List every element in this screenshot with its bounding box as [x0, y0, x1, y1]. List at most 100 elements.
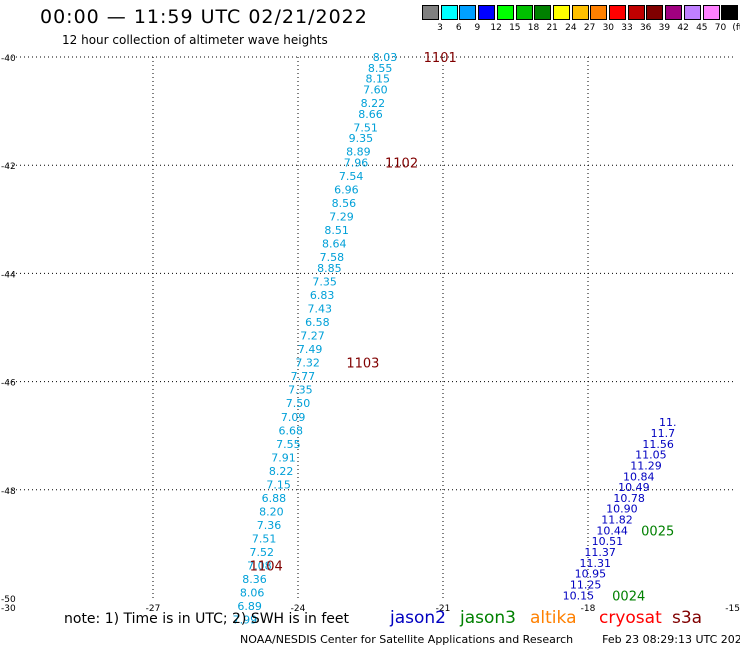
scale-label: 45	[696, 23, 708, 33]
swh-value: 8.89	[346, 146, 371, 159]
lat-label: -42	[1, 162, 16, 172]
scale-swatch	[552, 5, 570, 20]
scale-swatch	[534, 5, 552, 20]
scale-swatch	[440, 5, 458, 20]
footer-credit: NOAA/NESDIS Center for Satellite Applica…	[240, 633, 574, 646]
swh-value: 7.91	[271, 451, 296, 464]
swh-value: 8.51	[324, 224, 349, 237]
swh-value: 7.08	[247, 560, 272, 573]
note-text: note: 1) Time is in UTC; 2) SWH is in fe…	[64, 611, 350, 627]
swh-value: 7.51	[353, 121, 378, 134]
swh-value: 8.03	[373, 51, 398, 64]
swh-value: 7.36	[257, 519, 282, 532]
swh-value: 8.36	[242, 573, 267, 586]
swh-value: 8.22	[269, 465, 294, 478]
swh-value: 10.84	[623, 470, 655, 483]
pass-label: 1104	[250, 560, 283, 575]
lon-label: -21	[436, 604, 451, 614]
swh-value: 8.20	[259, 505, 284, 518]
scale-label: 70	[714, 23, 727, 33]
pass-label: 1103	[346, 357, 379, 372]
swh-value: 11.56	[642, 438, 674, 451]
swh-value: 7.58	[320, 251, 345, 264]
scale-swatch	[590, 5, 608, 20]
scale-label: 15	[509, 23, 521, 33]
swh-value: 11.05	[635, 449, 667, 462]
scale-swatch	[422, 5, 439, 20]
swh-value: 7.15	[266, 478, 291, 491]
lat-label: -48	[1, 487, 16, 497]
swh-value: 7.43	[308, 303, 333, 316]
swh-value: 7.49	[298, 343, 323, 356]
swh-value: 7.50	[286, 397, 311, 410]
legend-jason2: jason2	[390, 608, 446, 628]
scale-swatch	[515, 5, 533, 20]
map-title: 00:00 — 11:59 UTC 02/21/2022	[40, 6, 368, 28]
scale-swatch	[646, 5, 664, 20]
swh-value: 11.37	[584, 546, 616, 559]
scale-label: 33	[621, 23, 633, 33]
swh-value: 11.25	[570, 578, 602, 591]
scale-swatch	[702, 5, 720, 20]
swh-value: 10.15	[563, 589, 595, 602]
swh-value: 6.58	[305, 316, 330, 329]
scale-swatch	[571, 5, 589, 20]
scale-swatch	[459, 5, 477, 20]
scale-label: 24	[565, 23, 577, 33]
swh-value: 10.49	[618, 481, 650, 494]
swh-value: 8.85	[317, 262, 342, 275]
lon-label: -24	[291, 604, 306, 614]
lon-label: -30	[1, 604, 16, 614]
swh-value: 6.83	[310, 289, 335, 302]
swh-value: 8.06	[240, 587, 265, 600]
scale-label: 30	[602, 23, 615, 33]
swh-value: 8.56	[332, 197, 357, 210]
swh-value: 10.51	[592, 535, 624, 548]
swh-value: 8.64	[322, 238, 347, 251]
lat-label: -46	[1, 379, 16, 389]
swh-value: 8.66	[358, 108, 383, 121]
swh-value: 7.35	[288, 384, 313, 397]
swh-value: 8.22	[361, 97, 386, 110]
pass-label: 0024	[612, 589, 645, 604]
swh-value: 7.55	[276, 438, 301, 451]
swh-value: 7.27	[300, 330, 325, 343]
swh-value: 10.90	[606, 503, 638, 516]
lat-label: -40	[1, 54, 16, 64]
pass-label: 0025	[641, 524, 674, 539]
pass-label: 1102	[385, 156, 418, 171]
swh-value: 7.32	[295, 357, 320, 370]
scale-swatch	[609, 5, 626, 20]
swh-value: 7.09	[281, 411, 306, 424]
swh-value: 7.96	[344, 156, 369, 169]
lon-label: -15	[725, 604, 740, 614]
swh-value: 7.51	[252, 532, 277, 545]
scale-label: 12	[490, 23, 502, 33]
swh-value: 10.95	[575, 568, 607, 581]
swh-value: 11.	[659, 416, 677, 429]
scale-label: 3	[437, 23, 443, 33]
scale-label: 36	[639, 23, 652, 33]
scale-swatch	[627, 5, 645, 20]
lat-label: -50	[1, 595, 16, 605]
legend-altika: altika	[530, 608, 577, 628]
lat-label: -44	[1, 270, 16, 280]
swh-value: 7.35	[312, 276, 337, 289]
swh-value: 6.88	[262, 492, 287, 505]
swh-value: 7.99	[233, 614, 258, 627]
footer-timestamp: Feb 23 08:29:13 UTC 2022	[602, 633, 740, 646]
scale-label: 9	[474, 23, 481, 33]
scale-label: 6	[455, 23, 462, 33]
swh-value: 7.77	[291, 370, 316, 383]
scale-label: 21	[546, 23, 558, 33]
swh-value: 7.29	[329, 211, 354, 224]
pass-label: 1101	[424, 51, 457, 66]
swh-value: 10.78	[613, 492, 645, 505]
swh-value: 11.7	[651, 427, 676, 440]
swh-value: 6.96	[334, 184, 359, 197]
legend-cryosat: cryosat	[599, 608, 662, 628]
swh-value: 11.29	[630, 459, 662, 472]
swh-value: 6.89	[237, 600, 262, 613]
